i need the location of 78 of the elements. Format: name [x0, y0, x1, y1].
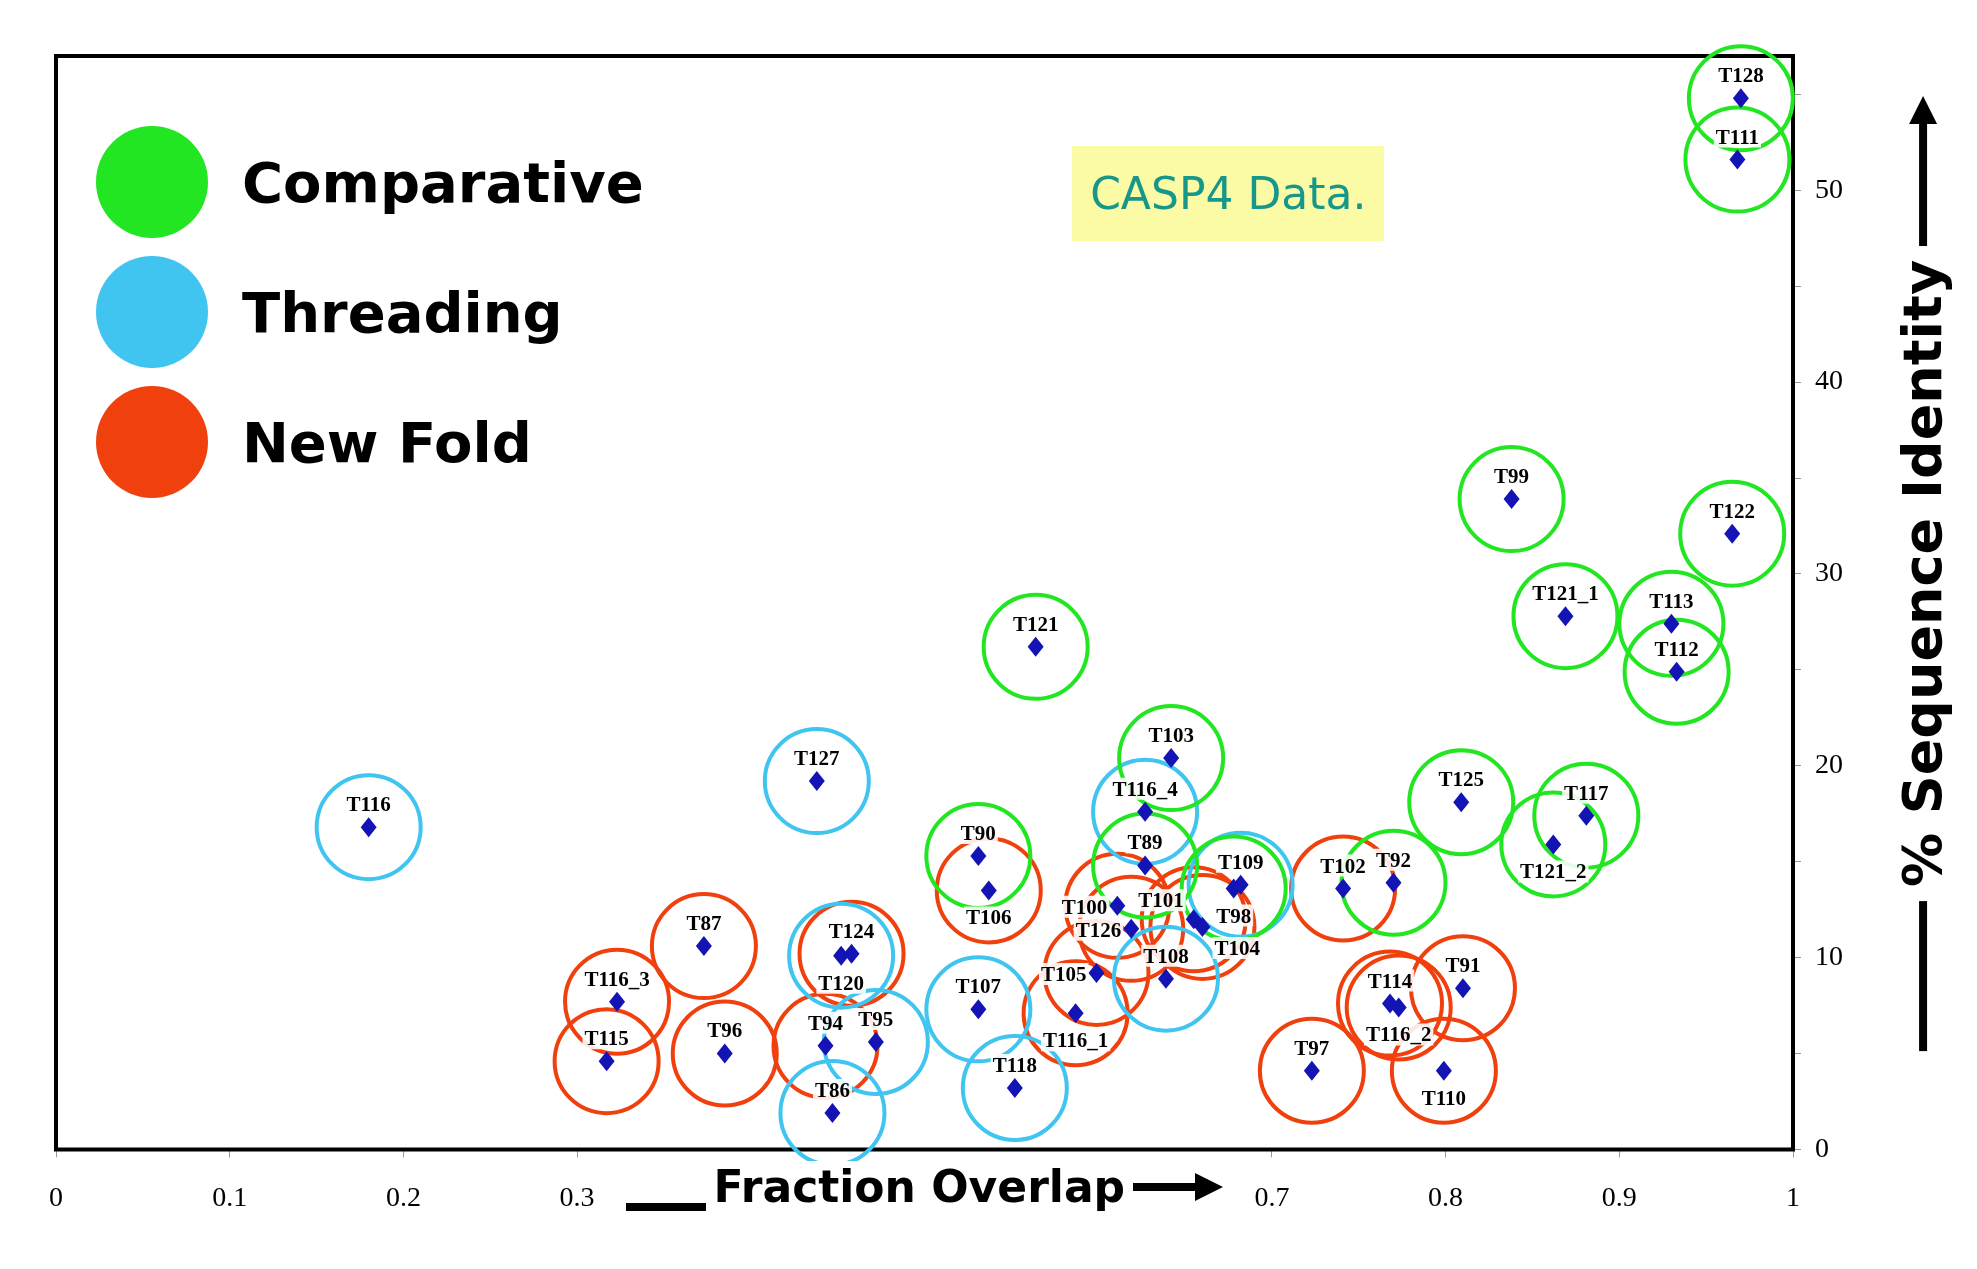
x-tick-label: 0.3	[559, 1180, 595, 1212]
y-tick-label: 10	[1815, 939, 1843, 971]
data-label: T117	[1564, 780, 1609, 805]
point	[924, 801, 1033, 910]
x-tick-label: 0.8	[1428, 1180, 1464, 1212]
point	[1257, 1016, 1366, 1125]
y-tick-label: 40	[1815, 364, 1843, 396]
point	[1511, 562, 1620, 671]
data-label: T121_2	[1520, 859, 1587, 884]
point	[981, 592, 1090, 701]
x-tick-label: 0.1	[212, 1180, 248, 1212]
y-tick-label: 30	[1815, 556, 1843, 588]
data-label: T99	[1494, 464, 1530, 489]
data-label: T90	[960, 820, 996, 845]
data-label: T91	[1445, 953, 1481, 978]
data-label: T116_3	[584, 966, 650, 991]
point	[649, 892, 758, 1001]
legend-label: New Fold	[242, 409, 532, 475]
point	[1457, 445, 1566, 554]
legend-label: Threading	[242, 279, 563, 345]
x-tick-label: 0.7	[1254, 1180, 1290, 1212]
data-label: T124	[828, 918, 875, 943]
data-label: T101	[1138, 888, 1184, 913]
legend-label: Comparative	[242, 149, 644, 215]
data-label: T115	[584, 1026, 629, 1051]
x-tick-label: 1	[1786, 1180, 1800, 1212]
point	[1678, 479, 1787, 588]
y-tick-label: 20	[1815, 748, 1843, 780]
x-axis-title: Fraction Overlap	[713, 1161, 1126, 1213]
data-label: T116_4	[1112, 776, 1179, 801]
data-label: T108	[1143, 943, 1189, 968]
data-label: T127	[794, 746, 840, 771]
data-label: T114	[1367, 968, 1413, 993]
data-label: T94	[807, 1010, 844, 1035]
data-label: T118	[992, 1053, 1038, 1078]
x-tick-label: 0.9	[1601, 1180, 1637, 1212]
data-label: T122	[1709, 498, 1755, 523]
data-label: T121_1	[1532, 581, 1599, 606]
data-label: T107	[955, 974, 1002, 999]
x-tick-label: 0.2	[385, 1180, 421, 1212]
data-label: T96	[707, 1018, 743, 1043]
data-label: T97	[1294, 1035, 1330, 1060]
data-label: T111	[1715, 124, 1760, 149]
y-axis-title: % Sequence Identity	[1890, 260, 1954, 888]
data-label: T92	[1375, 847, 1411, 872]
data-label: T104	[1214, 935, 1261, 960]
data-label: T113	[1649, 588, 1694, 613]
data-label: T105	[1040, 961, 1087, 986]
data-label: T87	[686, 911, 722, 936]
y-tick-label: 0	[1815, 1131, 1829, 1163]
x-tick-label: 0	[49, 1180, 63, 1212]
point	[314, 773, 423, 882]
data-label: T126	[1075, 917, 1122, 942]
data-label: T98	[1216, 903, 1252, 928]
data-label: T95	[858, 1006, 894, 1031]
data-label: T112	[1654, 636, 1699, 661]
data-label: T116	[346, 792, 391, 817]
data-label: T125	[1438, 767, 1484, 792]
data-label: T116_2	[1366, 1022, 1432, 1047]
point	[670, 999, 779, 1108]
data-label: T116_1	[1042, 1028, 1109, 1053]
y-tick-label: 50	[1815, 172, 1843, 204]
data-label: T89	[1127, 830, 1163, 855]
point	[1683, 105, 1792, 214]
data-label: T120	[818, 970, 864, 995]
point	[1622, 617, 1731, 726]
data-label: T103	[1148, 723, 1194, 748]
data-label: T100	[1061, 894, 1108, 919]
data-label: T86	[814, 1077, 850, 1102]
data-label: T102	[1320, 853, 1366, 878]
data-label: T121	[1012, 611, 1059, 636]
point	[552, 1007, 661, 1116]
data-label: T106	[966, 905, 1012, 930]
data-label: T109	[1217, 849, 1264, 874]
data-label: T128	[1718, 63, 1764, 88]
point	[762, 727, 871, 836]
annotation: CASP4 Data.	[1072, 146, 1385, 241]
data-label: T110	[1421, 1085, 1467, 1110]
